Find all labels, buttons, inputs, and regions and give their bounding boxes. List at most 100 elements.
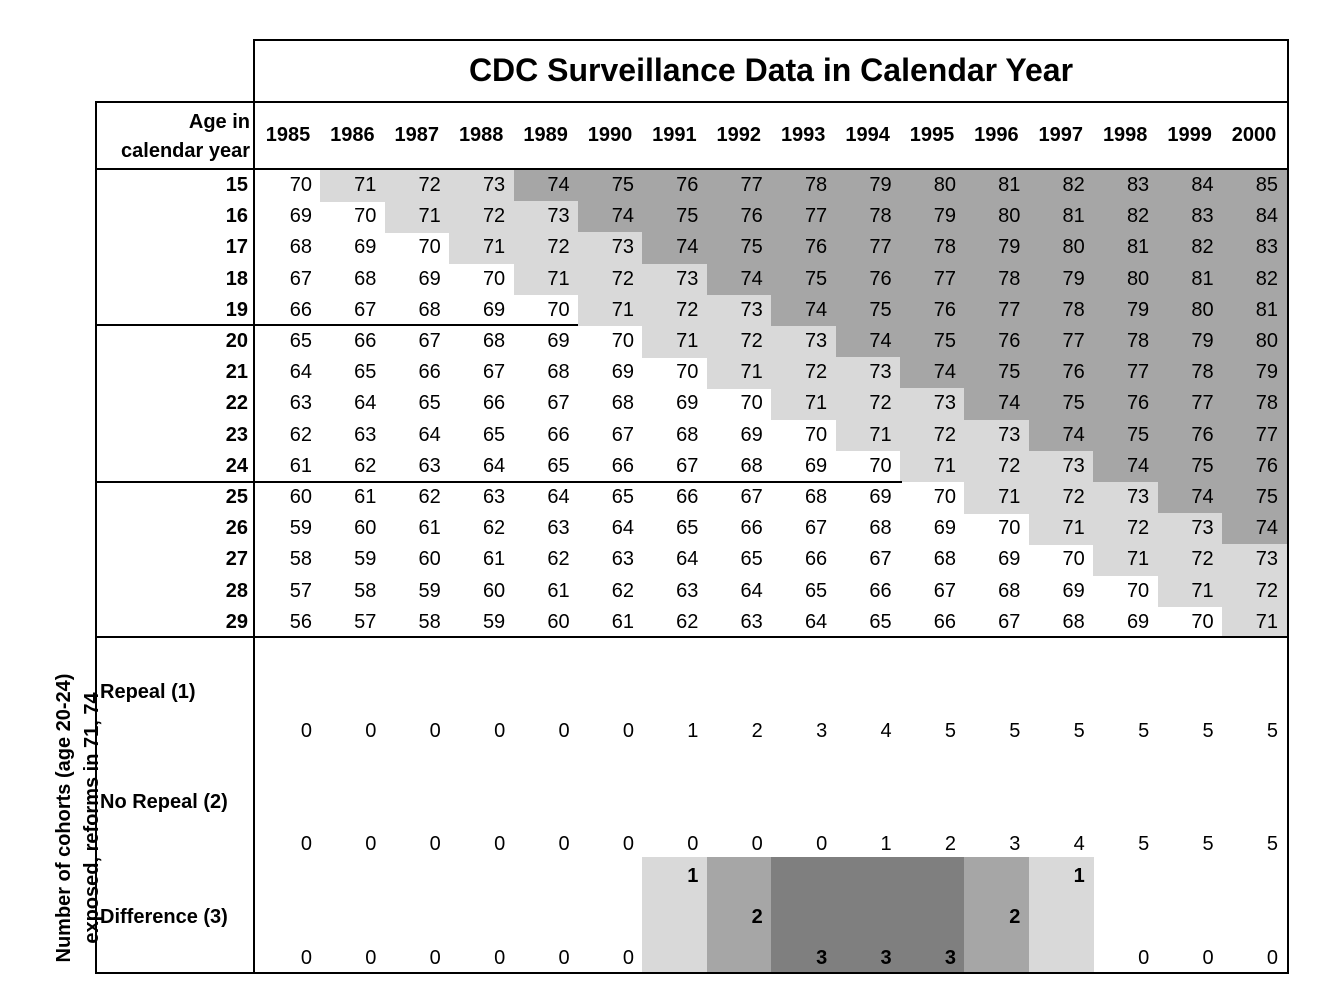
grid-value: 72 bbox=[1126, 517, 1150, 540]
cell-shade bbox=[1093, 419, 1159, 452]
grid-value: 61 bbox=[482, 548, 506, 571]
grid-value: 67 bbox=[289, 267, 312, 290]
summary-value: 5 bbox=[1202, 833, 1214, 855]
grid-value: 61 bbox=[611, 610, 634, 633]
summary-value: 5 bbox=[1009, 720, 1021, 742]
year-header: 1998 bbox=[1102, 124, 1148, 146]
rule-h bbox=[95, 636, 1289, 638]
grid-value: 81 bbox=[998, 174, 1021, 196]
year-header: 1991 bbox=[652, 124, 697, 146]
grid-value: 69 bbox=[740, 423, 763, 446]
grid-value: 79 bbox=[998, 236, 1021, 259]
cell-shade bbox=[964, 357, 1030, 389]
grid-value: 69 bbox=[289, 205, 312, 228]
year-header: 1992 bbox=[716, 124, 762, 146]
cell-shade bbox=[1028, 263, 1094, 296]
cell-shade bbox=[1222, 326, 1287, 358]
grid-value: 59 bbox=[482, 610, 506, 633]
grid-value: 69 bbox=[611, 361, 634, 384]
cell-shade bbox=[1157, 263, 1223, 296]
grid-value: 62 bbox=[611, 579, 634, 602]
cell-shade bbox=[964, 326, 1030, 358]
grid-value: 73 bbox=[547, 205, 570, 228]
grid-value: 70 bbox=[611, 330, 634, 352]
cell-shade bbox=[642, 263, 708, 296]
grid-value: 71 bbox=[933, 454, 956, 477]
grid-value: 83 bbox=[1126, 174, 1150, 196]
cell-shade bbox=[835, 388, 901, 421]
grid-value: 62 bbox=[418, 486, 441, 508]
grid-value: 72 bbox=[1062, 486, 1085, 508]
grid-value: 69 bbox=[1126, 610, 1150, 633]
cell-shade bbox=[1028, 201, 1094, 233]
grid-value: 77 bbox=[1191, 392, 1214, 415]
age-header: Age in calendar year bbox=[100, 108, 250, 166]
grid-value: 65 bbox=[869, 610, 892, 633]
grid-value: 68 bbox=[547, 361, 570, 384]
grid-value: 73 bbox=[1062, 454, 1085, 477]
cell-shade bbox=[1093, 232, 1159, 265]
grid-value: 77 bbox=[740, 174, 763, 196]
difference-shade bbox=[964, 857, 1030, 973]
grid-value: 62 bbox=[676, 610, 699, 633]
grid-value: 74 bbox=[740, 267, 763, 290]
cell-shade bbox=[900, 294, 965, 327]
cell-shade bbox=[1157, 326, 1223, 358]
grid-value: 69 bbox=[1062, 579, 1085, 602]
summary-value: 3 bbox=[1009, 833, 1021, 855]
grid-value: 69 bbox=[933, 517, 956, 540]
age-label: 20 bbox=[225, 330, 248, 352]
grid-value: 83 bbox=[1255, 236, 1278, 259]
cell-shade bbox=[642, 201, 708, 233]
cell-shade bbox=[642, 294, 708, 327]
grid-value: 74 bbox=[1126, 454, 1150, 477]
year-header: 1994 bbox=[845, 124, 890, 146]
grid-value: 76 bbox=[740, 205, 763, 228]
year-header: 1985 bbox=[265, 124, 311, 146]
difference-value: 3 bbox=[816, 947, 828, 969]
cell-shade bbox=[964, 294, 1030, 327]
difference-value: 0 bbox=[622, 947, 634, 969]
age-label: 18 bbox=[225, 267, 248, 290]
age-label: 25 bbox=[225, 486, 248, 508]
difference-value: 2 bbox=[751, 906, 763, 928]
grid-value: 68 bbox=[418, 298, 441, 321]
grid-value: 65 bbox=[804, 579, 828, 602]
summary-value: 0 bbox=[622, 720, 634, 742]
rule-v bbox=[1287, 39, 1289, 974]
difference-shade bbox=[835, 857, 901, 973]
rule-h bbox=[95, 324, 578, 326]
grid-value: 62 bbox=[289, 423, 312, 446]
cell-shade bbox=[449, 201, 515, 233]
grid-value: 79 bbox=[933, 205, 956, 228]
grid-value: 77 bbox=[1126, 361, 1150, 384]
grid-value: 57 bbox=[354, 610, 377, 633]
cell-shade bbox=[1222, 575, 1287, 608]
cell-shade bbox=[771, 170, 837, 202]
grid-value: 60 bbox=[547, 610, 570, 633]
grid-value: 84 bbox=[1255, 205, 1278, 228]
grid-value: 65 bbox=[289, 330, 312, 352]
cell-shade bbox=[1222, 232, 1287, 265]
grid-value: 76 bbox=[1126, 392, 1150, 415]
grid-value: 79 bbox=[1255, 361, 1278, 384]
age-label: 21 bbox=[225, 361, 248, 384]
grid-value: 63 bbox=[611, 548, 634, 571]
cell-shade bbox=[1028, 513, 1094, 545]
difference-value: 3 bbox=[944, 947, 956, 969]
grid-value: 75 bbox=[611, 174, 634, 196]
difference-value: 0 bbox=[1202, 947, 1214, 969]
rule-h bbox=[95, 101, 1289, 103]
grid-value: 69 bbox=[998, 548, 1021, 571]
grid-value: 68 bbox=[998, 579, 1021, 602]
grid-value: 72 bbox=[418, 174, 441, 196]
age-label: 15 bbox=[225, 174, 248, 196]
grid-value: 73 bbox=[1126, 486, 1150, 508]
grid-value: 74 bbox=[1191, 486, 1214, 508]
cell-shade bbox=[1222, 201, 1287, 233]
grid-value: 73 bbox=[933, 392, 956, 415]
cell-shade bbox=[1157, 232, 1223, 265]
age-label: 16 bbox=[225, 205, 248, 228]
grid-value: 76 bbox=[1062, 361, 1085, 384]
year-header: 1999 bbox=[1167, 124, 1212, 146]
